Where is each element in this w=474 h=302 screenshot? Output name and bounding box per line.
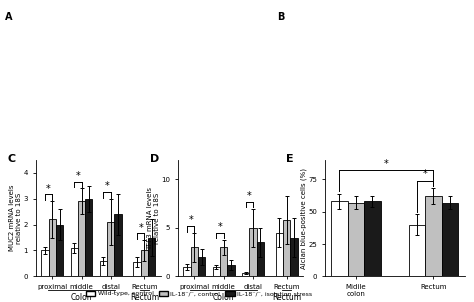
Bar <box>242 273 249 276</box>
Text: *: * <box>188 215 193 225</box>
Text: Rectum: Rectum <box>272 293 301 302</box>
Bar <box>71 248 78 276</box>
Bar <box>220 247 228 276</box>
Bar <box>291 238 298 276</box>
Bar <box>283 220 291 276</box>
Text: Rectum: Rectum <box>130 293 159 302</box>
Text: *: * <box>138 223 143 233</box>
Bar <box>114 214 122 276</box>
Bar <box>48 220 56 276</box>
Text: *: * <box>384 159 389 169</box>
Bar <box>228 265 235 276</box>
Text: *: * <box>75 171 80 181</box>
Bar <box>41 250 48 276</box>
Text: *: * <box>218 222 222 232</box>
Y-axis label: TFF3 mRNA levels
relative to 18S: TFF3 mRNA levels relative to 18S <box>147 187 160 250</box>
Bar <box>141 250 148 276</box>
Bar <box>78 201 85 276</box>
Bar <box>331 201 347 276</box>
Bar <box>409 225 425 276</box>
Legend: Wild-type, control, IL-18⁻/⁻, control, IL-18⁻/⁻, isolation stress: Wild-type, control, IL-18⁻/⁻, control, I… <box>83 288 315 299</box>
Bar <box>183 267 191 276</box>
Bar <box>100 261 107 276</box>
Bar <box>364 201 381 276</box>
Bar <box>256 243 264 276</box>
Text: *: * <box>247 191 252 201</box>
Text: B: B <box>277 12 285 22</box>
Text: D: D <box>150 154 159 164</box>
Bar <box>148 238 155 276</box>
Bar <box>107 222 114 276</box>
Text: E: E <box>285 154 293 164</box>
Text: Colon: Colon <box>71 293 92 302</box>
Text: *: * <box>46 184 51 194</box>
Bar <box>56 225 63 276</box>
Y-axis label: MUC2 mRNA levels
relative to 18S: MUC2 mRNA levels relative to 18S <box>9 185 22 252</box>
Bar <box>347 203 364 276</box>
Text: C: C <box>8 154 16 164</box>
Y-axis label: Alcian blue-positive cells (%): Alcian blue-positive cells (%) <box>301 168 307 269</box>
Bar <box>198 257 205 276</box>
Bar <box>276 233 283 276</box>
Text: *: * <box>105 181 109 191</box>
Bar <box>442 203 458 276</box>
Text: *: * <box>423 169 428 179</box>
Bar <box>134 262 141 276</box>
Text: A: A <box>5 12 12 22</box>
Bar <box>191 247 198 276</box>
Bar <box>249 228 256 276</box>
Bar <box>425 196 442 276</box>
Bar <box>85 199 92 276</box>
Text: Colon: Colon <box>213 293 235 302</box>
Bar <box>213 267 220 276</box>
